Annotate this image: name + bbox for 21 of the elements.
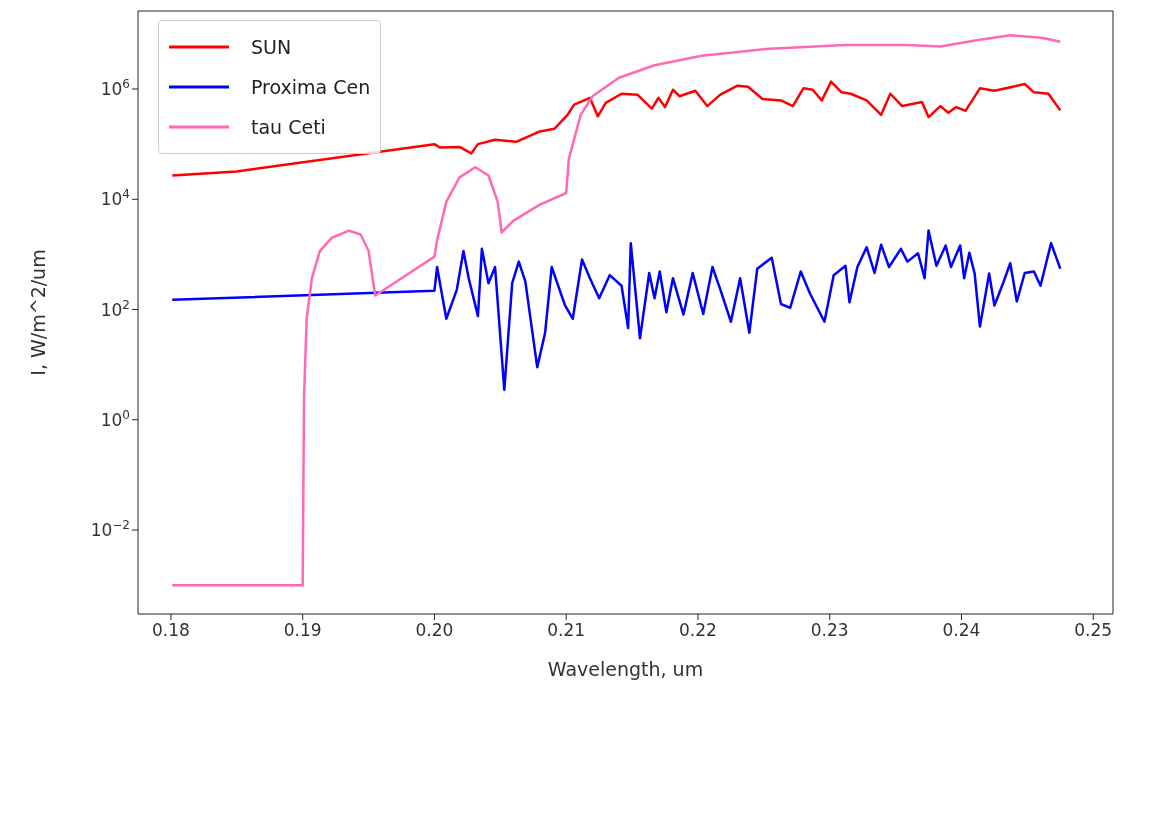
- line-series: [171, 34, 1062, 587]
- x-axis-title: Wavelength, um: [547, 658, 704, 680]
- x-tick-label: 0.24: [942, 620, 981, 640]
- legend-label: SUN: [251, 36, 292, 58]
- x-tick-label: 0.25: [1074, 620, 1113, 640]
- x-tick-label: 0.21: [547, 620, 586, 640]
- line-series: [171, 229, 1062, 392]
- x-tick-label: 0.19: [283, 620, 322, 640]
- x-tick-label: 0.18: [152, 620, 190, 640]
- line-series: [171, 80, 1062, 177]
- y-tick-label: 10$^{2}$: [100, 297, 130, 320]
- legend-label: Proxima Cen: [251, 76, 371, 98]
- y-axis-title: I, W/m^2/um: [26, 249, 49, 376]
- x-tick-label: 0.23: [810, 620, 849, 640]
- x-tick-label: 0.20: [415, 620, 454, 640]
- x-tick-label: 0.22: [679, 620, 717, 640]
- y-tick-label: 10$^{4}$: [100, 187, 130, 210]
- y-tick-label: 10$^{−2}$: [90, 518, 130, 541]
- y-tick-label: 10$^{0}$: [100, 407, 130, 430]
- y-tick-label: 10$^{6}$: [100, 77, 130, 100]
- legend-label: tau Ceti: [251, 116, 326, 138]
